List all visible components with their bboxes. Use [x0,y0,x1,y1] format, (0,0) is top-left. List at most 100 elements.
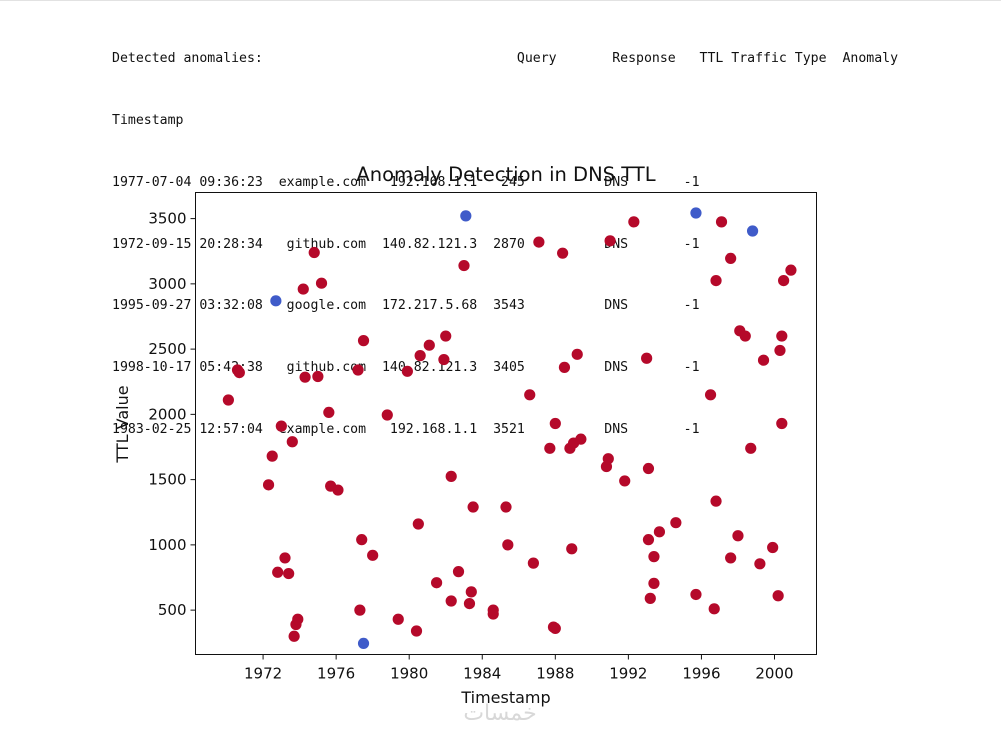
normal-point [778,274,790,287]
x-tick-label: 1980 [390,665,428,683]
normal-point [641,352,653,364]
normal-point [297,283,309,295]
x-axis-ticks: 1972 1976 1980 1984 1988 1992 1996 2000 [244,654,794,683]
normal-point [774,344,786,357]
normal-point [757,354,770,366]
normal-point [725,252,737,265]
normal-point [644,592,656,604]
y-tick-label: 2000 [148,405,186,423]
normal-point [487,608,499,620]
normal-point [708,603,720,615]
x-tick-label: 1984 [463,665,501,683]
normal-point [299,371,311,383]
normal-point [670,517,682,529]
normal-point [732,530,744,542]
normal-point [357,335,370,347]
data-points [222,207,797,650]
y-tick-label: 1500 [148,471,186,489]
y-tick-label: 2500 [148,340,186,358]
normal-point [292,613,304,625]
normal-point [704,389,717,401]
normal-point [463,598,476,610]
normal-point [619,475,631,487]
normal-point [549,417,561,430]
output-line: 1972-09-15 20:28:34 github.com 140.82.12… [112,236,700,252]
normal-point [283,567,295,580]
normal-point [566,543,578,555]
normal-point [286,436,298,448]
normal-point [767,541,779,554]
normal-point [549,622,561,634]
x-tick-label: 2000 [755,665,793,683]
anomaly-point [357,637,370,650]
normal-point [604,235,616,247]
y-axis-label: TTL Value [113,385,132,463]
x-tick-label: 1972 [244,665,282,683]
normal-point [275,420,287,432]
normal-point [715,216,728,228]
normal-point [776,330,788,342]
normal-point [465,586,477,598]
normal-point [571,348,583,360]
normal-point [557,247,569,259]
output-line: 1977-07-04 09:36:23 example.com 192.168.… [112,174,700,190]
normal-point [440,330,452,342]
normal-point [524,389,536,401]
normal-point [410,625,423,637]
cell-text-output: Detected anomalies: Query Response TTL T… [112,8,898,461]
normal-point [279,552,291,564]
normal-point [575,433,587,445]
normal-point [772,590,784,602]
normal-point [710,495,722,507]
normal-point [445,595,457,607]
normal-point [785,264,797,276]
output-line: 1995-09-27 03:32:08 google.com 172.217.5… [112,298,700,314]
x-tick-label: 1988 [536,665,574,683]
normal-point [558,361,571,373]
normal-point [527,557,539,569]
normal-point [438,353,450,366]
anomaly-point [746,225,759,237]
normal-point [392,613,404,625]
output-line: Timestamp [112,112,184,128]
normal-point [412,518,424,530]
y-axis-ticks: 500 1000 1500 2000 2500 3000 3500 [148,210,196,619]
normal-point [332,484,344,496]
output-line: Detected anomalies: Query Response TTL T… [112,51,899,67]
x-axis-label: Timestamp [460,688,550,707]
normal-point [452,566,465,578]
plot-frame [195,192,817,655]
normal-point [445,470,457,482]
normal-point [233,367,245,379]
normal-point [272,566,284,578]
normal-point [544,442,556,454]
watermark-text: خمسات [463,701,536,726]
normal-point [312,370,324,383]
normal-point [642,462,655,475]
normal-point [308,246,320,259]
anomaly-point [270,295,282,307]
normal-point [502,539,514,551]
normal-point [262,479,275,491]
x-tick-label: 1992 [609,665,647,683]
normal-point [776,417,788,430]
normal-point [458,259,470,272]
normal-point [222,394,234,406]
normal-point [401,365,413,377]
normal-point [356,534,368,546]
normal-point [648,577,660,589]
normal-point [725,552,737,564]
anomaly-point [690,207,702,219]
normal-point [430,577,443,589]
normal-point [739,330,751,342]
normal-point [354,604,366,616]
normal-point [315,277,328,289]
normal-point [533,236,545,248]
y-tick-label: 3500 [148,210,186,228]
normal-point [642,534,655,546]
normal-point [352,364,364,376]
x-tick-label: 1976 [317,665,355,683]
normal-point [754,558,766,570]
normal-point [367,549,379,561]
